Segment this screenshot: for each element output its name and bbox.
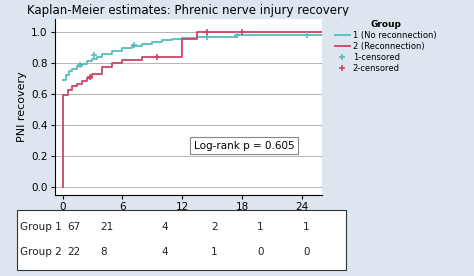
Text: Log-rank p = 0.605: Log-rank p = 0.605 [194, 140, 294, 150]
Text: Group 1: Group 1 [20, 222, 62, 232]
X-axis label: Follow up time (months): Follow up time (months) [121, 216, 256, 226]
Text: 22: 22 [68, 247, 81, 257]
Title: Kaplan-Meier estimates: Phrenic nerve injury recovery: Kaplan-Meier estimates: Phrenic nerve in… [27, 4, 349, 17]
Y-axis label: PNI recovery: PNI recovery [17, 71, 27, 142]
Text: 8: 8 [100, 247, 107, 257]
Text: Group 2: Group 2 [20, 247, 62, 257]
Text: 2: 2 [211, 222, 218, 232]
Text: 21: 21 [100, 222, 114, 232]
FancyBboxPatch shape [17, 210, 346, 270]
Text: 67: 67 [68, 222, 81, 232]
Text: 0: 0 [303, 247, 310, 257]
Text: 4: 4 [162, 222, 168, 232]
Text: 0: 0 [257, 247, 264, 257]
Text: 1: 1 [211, 247, 218, 257]
Text: 1: 1 [257, 222, 264, 232]
Legend: 1 (No reconnection), 2 (Reconnection), 1-censored, 2-censored: 1 (No reconnection), 2 (Reconnection), 1… [330, 16, 441, 78]
Text: 4: 4 [162, 247, 168, 257]
Text: 1: 1 [303, 222, 310, 232]
